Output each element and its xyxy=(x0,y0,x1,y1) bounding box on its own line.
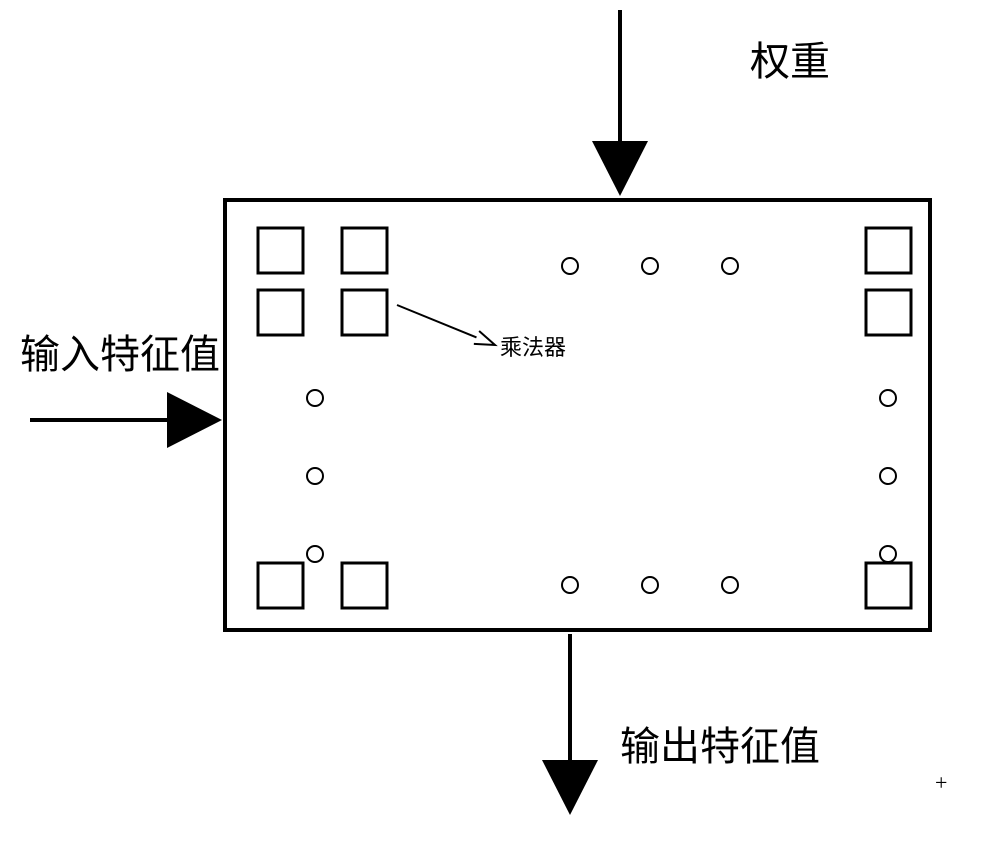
input-label: 输入特征值 xyxy=(20,332,220,377)
output-label: 输出特征值 xyxy=(620,724,820,769)
plus-mark: + xyxy=(935,770,947,795)
weight-label: 权重 xyxy=(750,39,830,84)
multiplier-label: 乘法器 xyxy=(500,335,566,360)
